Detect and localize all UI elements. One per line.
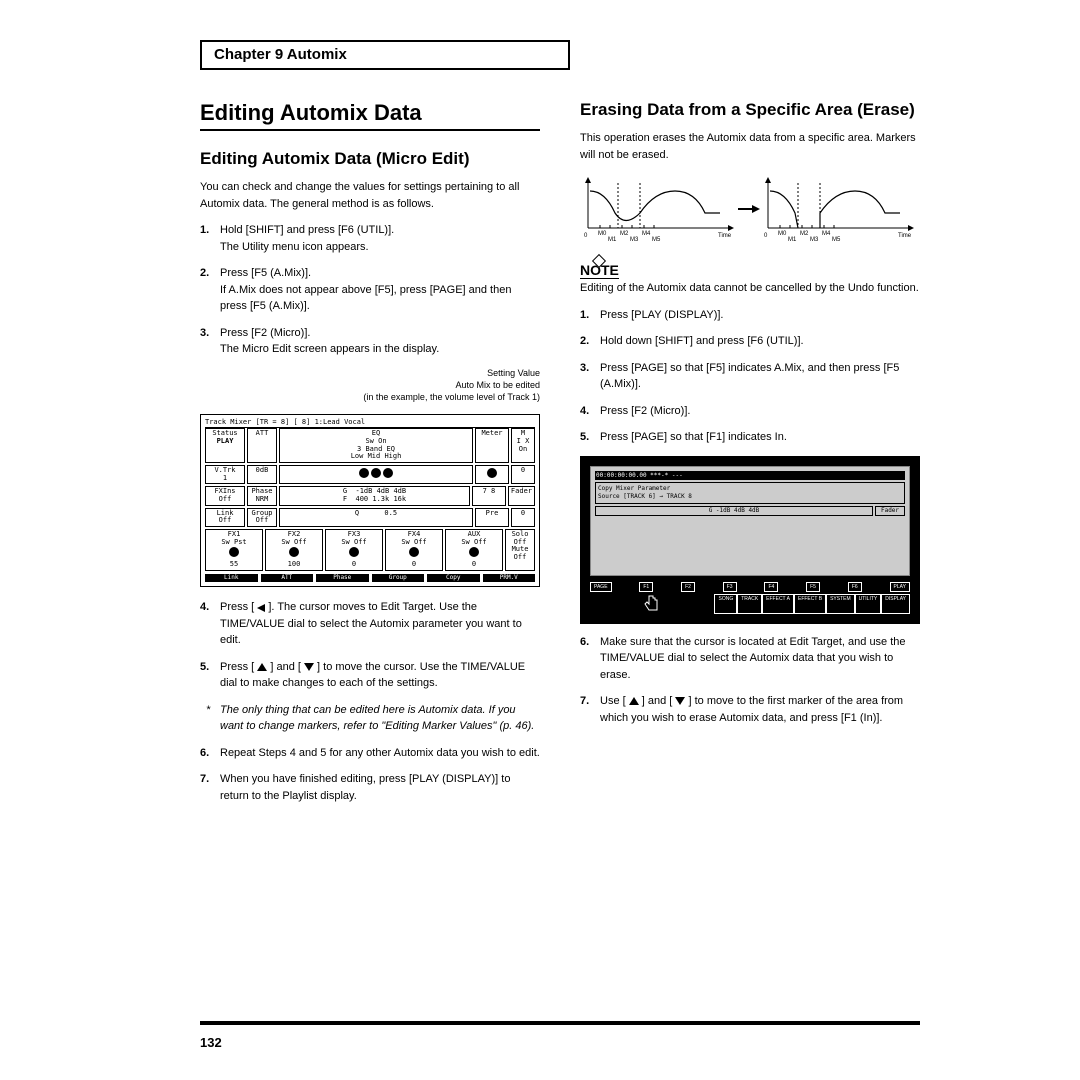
steps-list-b: Press [PLAY (DISPLAY)]. Hold down [SHIFT…	[580, 307, 920, 446]
svg-text:M5: M5	[832, 237, 841, 243]
steps-list-a: Hold [SHIFT] and press [F6 (UTIL)]. The …	[200, 222, 540, 358]
lcd-buttons-row: PAGE F1 F2 F3 F4 F5 F6 PLAY	[590, 582, 910, 592]
step: Press [PAGE] so that [F5] indicates A.Mi…	[580, 360, 920, 393]
svg-text:0: 0	[584, 233, 588, 239]
step: Press [ ]. The cursor moves to Edit Targ…	[200, 599, 540, 649]
lcd-figure: 00:00:00:00.00 ***-* --- Copy Mixer Para…	[580, 456, 920, 624]
lcd-sublabels-row: SONG TRACK EFFECT A EFFECT B SYSTEM UTIL…	[590, 594, 910, 614]
svg-text:M2: M2	[800, 231, 809, 237]
svg-text:M1: M1	[608, 237, 617, 243]
svg-text:M2: M2	[620, 231, 629, 237]
figure-captions: Setting Value Auto Mix to be edited (in …	[200, 368, 540, 402]
step: Press [PLAY (DISPLAY)].	[580, 307, 920, 324]
step: Press [ ] and [ ] to move the cursor. Us…	[200, 659, 540, 692]
intro-text: This operation erases the Automix data f…	[580, 130, 920, 163]
step: Hold down [SHIFT] and press [F6 (UTIL)].	[580, 333, 920, 350]
steps-list-a2: Press [ ]. The cursor moves to Edit Targ…	[200, 599, 540, 692]
step: Hold [SHIFT] and press [F6 (UTIL)]. The …	[200, 222, 540, 255]
steps-list-a3: Repeat Steps 4 and 5 for any other Autom…	[200, 745, 540, 805]
content-columns: Editing Automix Data Editing Automix Dat…	[200, 100, 1020, 814]
chapter-header: Chapter 9 Automix	[200, 40, 570, 70]
intro-text: You can check and change the values for …	[200, 179, 540, 212]
svg-text:Time: Time	[718, 233, 732, 239]
left-column: Editing Automix Data Editing Automix Dat…	[200, 100, 540, 814]
step: Press [PAGE] so that [F1] indicates In.	[580, 429, 920, 446]
chapter-title: Chapter 9 Automix	[214, 46, 347, 63]
section-heading: Editing Automix Data	[200, 100, 540, 131]
micro-edit-screen: Track Mixer [TR = 8] [ 8] 1:Lead Vocal S…	[200, 414, 540, 588]
right-column: Erasing Data from a Specific Area (Erase…	[580, 100, 920, 814]
lcd-screen: 00:00:00:00.00 ***-* --- Copy Mixer Para…	[590, 466, 910, 576]
footer-rule	[200, 1021, 920, 1025]
svg-text:M0: M0	[778, 231, 787, 237]
step: Make sure that the cursor is located at …	[580, 634, 920, 684]
up-arrow-icon	[629, 697, 639, 705]
waveform-figure: 0 M0 M1 M2 M3 M4 M5 Time	[580, 173, 920, 248]
steps-list-b2: Make sure that the cursor is located at …	[580, 634, 920, 727]
svg-text:Time: Time	[898, 233, 912, 239]
step: Repeat Steps 4 and 5 for any other Autom…	[200, 745, 540, 762]
step: Use [ ] and [ ] to move to the first mar…	[580, 693, 920, 726]
svg-text:0: 0	[764, 233, 768, 239]
page-number: 132	[200, 1035, 222, 1050]
svg-text:M3: M3	[810, 237, 819, 243]
subsection-heading: Erasing Data from a Specific Area (Erase…	[580, 100, 920, 120]
note-block: NOTE Editing of the Automix data cannot …	[580, 262, 920, 297]
step: Press [F2 (Micro)].	[580, 403, 920, 420]
hand-icon	[643, 594, 661, 612]
down-arrow-icon	[675, 697, 685, 705]
svg-text:M1: M1	[788, 237, 797, 243]
svg-text:M3: M3	[630, 237, 639, 243]
subsection-heading: Editing Automix Data (Micro Edit)	[200, 149, 540, 169]
note-icon: NOTE	[580, 262, 619, 279]
note-text: Editing of the Automix data cannot be ca…	[580, 280, 920, 297]
svg-text:M5: M5	[652, 237, 661, 243]
footnote: The only thing that can be edited here i…	[200, 702, 540, 735]
step: When you have finished editing, press [P…	[200, 771, 540, 804]
svg-text:M4: M4	[822, 231, 831, 237]
down-arrow-icon	[304, 663, 314, 671]
up-arrow-icon	[257, 663, 267, 671]
svg-text:M4: M4	[642, 231, 651, 237]
softkeys: Link ATT Phase Group Copy PRM.V	[205, 574, 535, 583]
step: Press [F5 (A.Mix)]. If A.Mix does not ap…	[200, 265, 540, 315]
step: Press [F2 (Micro)]. The Micro Edit scree…	[200, 325, 540, 358]
svg-text:M0: M0	[598, 231, 607, 237]
